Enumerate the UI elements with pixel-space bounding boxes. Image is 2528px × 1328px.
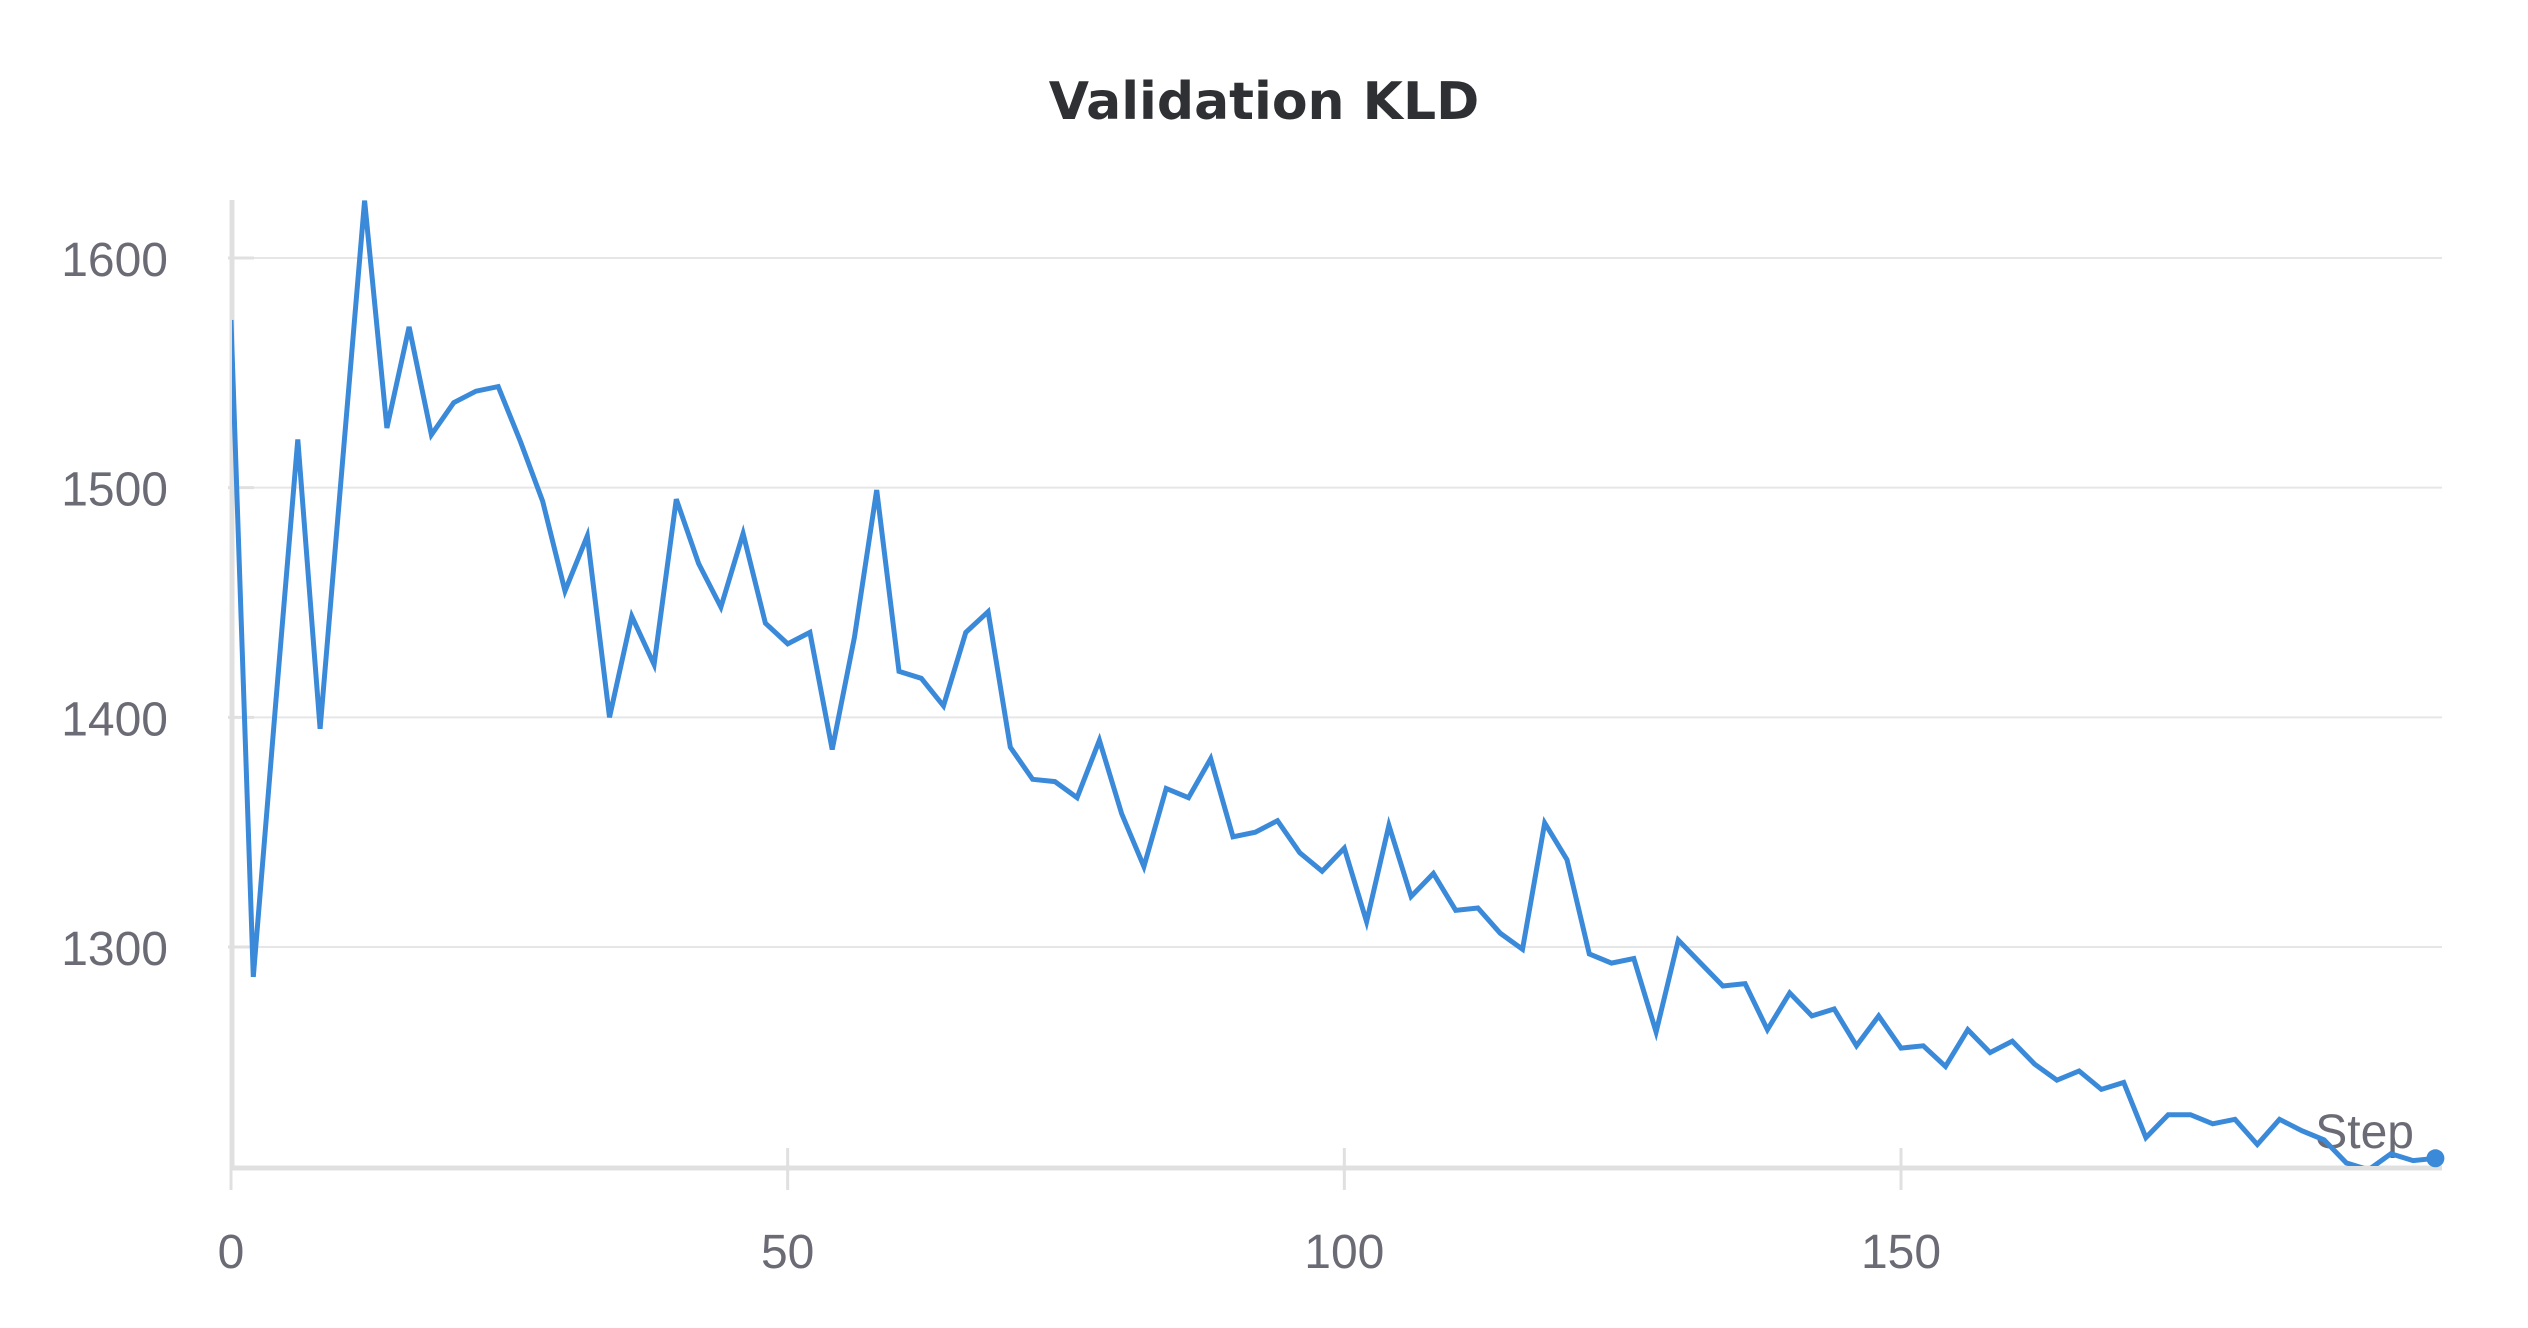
x-tick-label: 100 [1304,1226,1384,1279]
y-tick-label: 1500 [61,464,168,517]
series-line [232,200,2436,1166]
y-tick-label: 1400 [61,693,168,746]
chart-title: Validation KLD [1048,72,1480,132]
series-layer [232,200,2445,1168]
y-tick-label: 1300 [61,923,168,976]
x-axis-title: Step [2315,1106,2414,1159]
x-tick-label: 50 [761,1226,814,1279]
x-tick-label: 0 [218,1226,245,1279]
grid-lines [232,257,2442,948]
y-tick-label: 1600 [61,234,168,287]
axes: 1300 1400 1500 1600 0 50 100 150 [61,200,2442,1279]
series-endpoint[interactable] [2426,1149,2445,1168]
x-tick-label: 150 [1861,1226,1941,1279]
x-axis-title-group: Step [2315,1106,2414,1159]
